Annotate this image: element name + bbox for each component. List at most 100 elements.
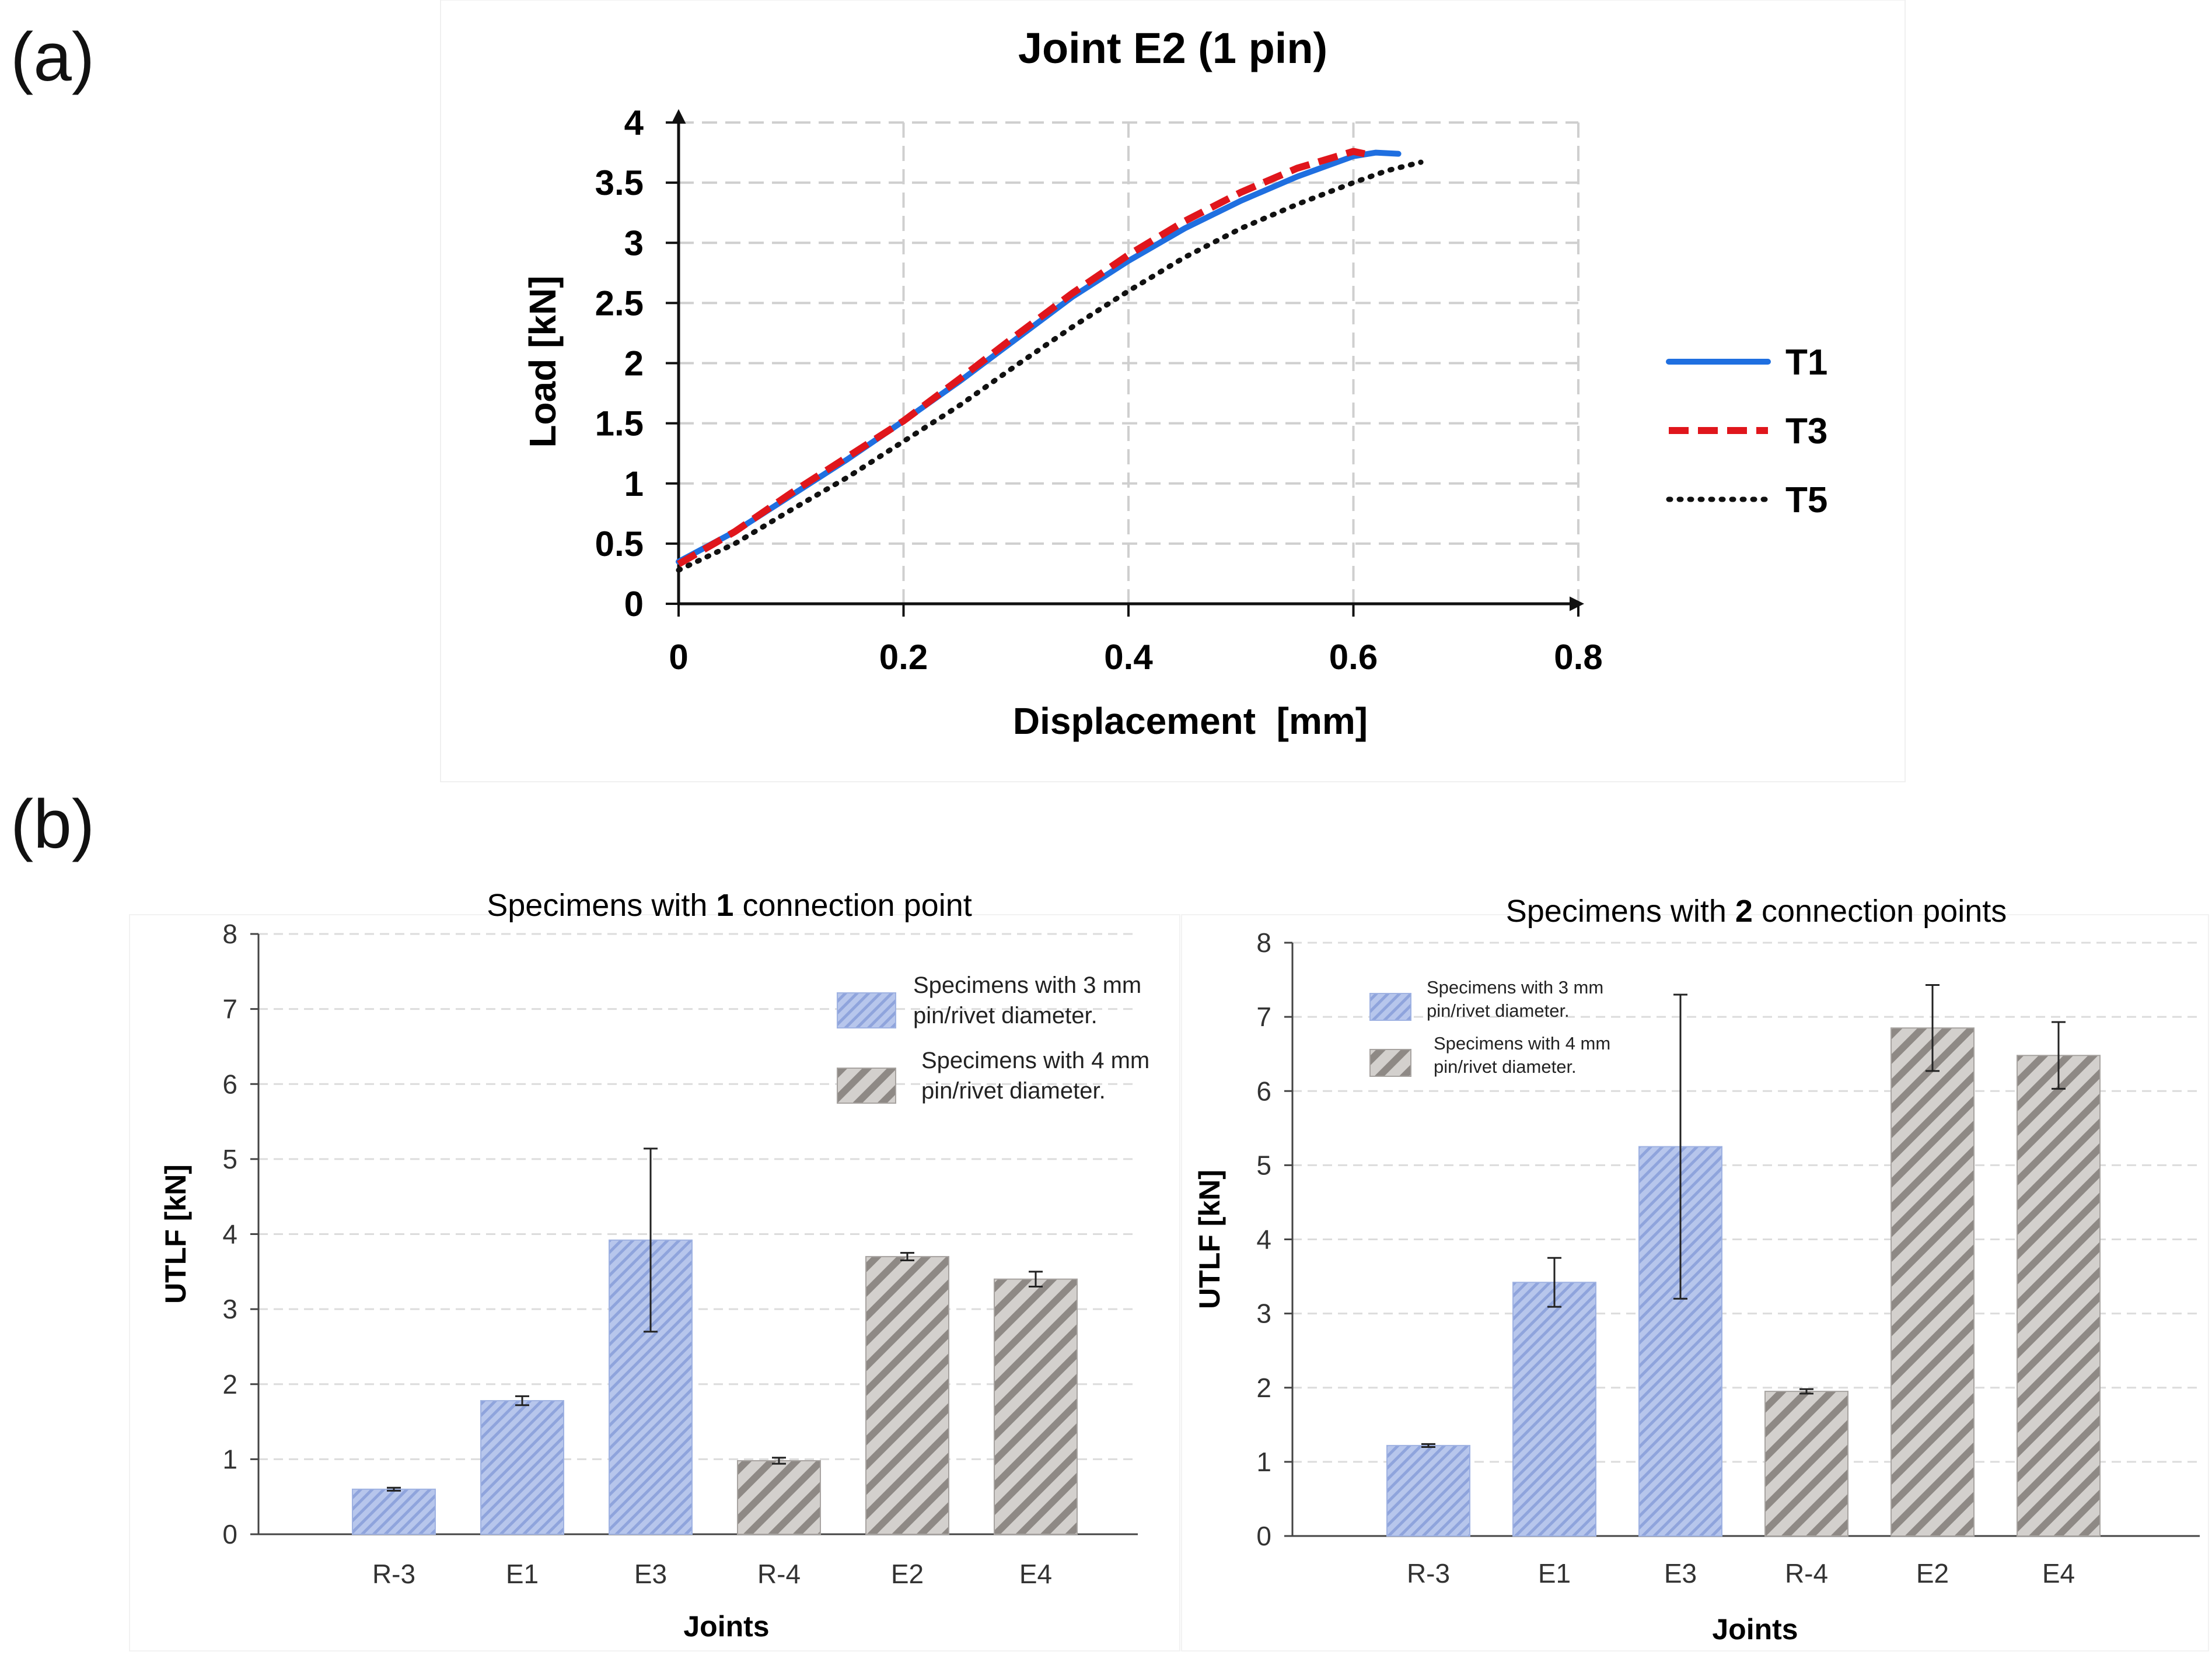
error-bar-e1: [1547, 1257, 1561, 1308]
bar-y-tick-label: 7: [222, 994, 237, 1024]
bar-y-tick-label: 2: [1256, 1373, 1271, 1403]
error-bar-e3: [644, 1147, 658, 1333]
bar-y-tick-label: 0: [222, 1519, 237, 1549]
series-line-t5: [676, 159, 1424, 573]
bar-y-tick-label: 1: [1256, 1447, 1271, 1477]
legend-text-line2: pin/rivet diameter.: [1434, 1056, 1577, 1077]
chart-a-title: Joint E2 (1 pin): [1018, 24, 1327, 72]
panel-b-right-frame: [1181, 914, 2209, 1651]
utlf-2-connection-chart: Specimens with 2 connection points 0 1 2 3 4 5…: [1193, 894, 2200, 1646]
series-line-t3: [677, 148, 1366, 568]
bar-x-tick-label: E3: [634, 1559, 667, 1589]
bar-chart-title: Specimens with 2 connection points: [1506, 894, 2007, 929]
bar-y-tick-label: 2: [222, 1369, 237, 1399]
legend-label-t3: T3: [1785, 411, 1827, 452]
chart-a-y-tick-label: 3: [624, 223, 644, 263]
legend-text-line1: Specimens with 3 mm: [1427, 977, 1603, 998]
chart-a-y-tick-label: 1: [624, 464, 644, 503]
chart-a-x-tick-label: 0.6: [1329, 638, 1378, 677]
title-pre: Specimens with: [1506, 894, 1735, 929]
bar-e1: [480, 1400, 564, 1535]
chart-a-x-tick-label: 0.2: [879, 638, 928, 677]
bar-y-tick-label: 8: [222, 919, 237, 949]
chart-a-y-tick-labels: 0 0.5 1 1.5 2 2.5 3 3.5 4: [595, 103, 644, 624]
chart-a-axes: [666, 109, 1584, 617]
chart-a-x-axis-label: Displacement [mm]: [1013, 700, 1368, 742]
chart-a-series-lines: [676, 148, 1424, 573]
panel-a-frame: [440, 0, 1906, 782]
bar-x-tick-label: E4: [1019, 1559, 1052, 1589]
bar-y-tick-label: 4: [1256, 1224, 1271, 1255]
bar-y-axis-label: UTLF [kN]: [1193, 1170, 1226, 1309]
error-bar-e2: [900, 1252, 914, 1262]
load-displacement-chart: Joint E2 (1 pin) 00.511.522.533.54 0 0.2 0…: [522, 24, 1827, 742]
legend-label-t1: T1: [1785, 342, 1827, 383]
bar-x-tick-label: E1: [506, 1559, 539, 1589]
bar-x-tick-label: E3: [1664, 1558, 1697, 1588]
chart-a-y-tick-label: 3.5: [595, 163, 644, 202]
bar-x-tick-label: E1: [1538, 1558, 1571, 1588]
chart-a-grid: [679, 121, 1579, 604]
chart-a-legend: T1 T3 T5: [1666, 342, 1827, 520]
legend-text-line1: Specimens with 4 mm: [1434, 1033, 1610, 1054]
error-bar-e1: [515, 1395, 529, 1406]
bar-e4: [994, 1278, 1078, 1535]
error-bar-e4: [1029, 1271, 1043, 1288]
bar-x-tick-label: R-4: [1785, 1558, 1828, 1588]
bar-x-tick-label: E2: [1916, 1558, 1949, 1588]
chart-a-y-tick-label: 0: [624, 585, 644, 624]
panel-label-a: (a): [11, 19, 95, 96]
legend-text-line2: pin/rivet diameter.: [921, 1078, 1106, 1104]
bar-y-tick-label: 0: [1256, 1521, 1271, 1551]
title-bold-count: 2: [1735, 894, 1753, 929]
bar-r-3: [1386, 1444, 1470, 1537]
legend-text-line2: pin/rivet diameter.: [913, 1003, 1098, 1028]
error-bar-e2: [1926, 984, 1940, 1072]
chart-a-x-tick-label: 0.4: [1104, 638, 1153, 677]
bar-y-tick-label: 6: [222, 1069, 237, 1099]
legend-swatch-3mm: [1369, 993, 1411, 1021]
bar-y-tick-label: 1: [222, 1444, 237, 1474]
chart-a-x-tick-labels: 0 0.2 0.4 0.6 0.8: [669, 638, 1602, 677]
panel-label-b: (b): [11, 786, 95, 863]
bar-x-axis-label: Joints: [1712, 1613, 1798, 1646]
title-post: connection points: [1753, 894, 2007, 929]
bar-x-tick-label: R-3: [372, 1559, 415, 1589]
bar-y-tick-label: 8: [1256, 928, 1271, 958]
bar-r-3: [352, 1488, 436, 1535]
bar-e1: [1512, 1282, 1596, 1537]
chart-a-y-tick-label: 1.5: [595, 404, 644, 443]
bar-r-4: [737, 1460, 821, 1535]
legend-swatch-4mm: [837, 1068, 896, 1104]
error-bar-e3: [1673, 993, 1687, 1300]
chart-a-y-tick-label: 2.5: [595, 284, 644, 323]
bar-x-tick-label: E4: [2042, 1558, 2075, 1588]
error-bar-e4: [2052, 1021, 2066, 1090]
legend-swatch-3mm: [837, 992, 896, 1028]
bar-e2: [1890, 1027, 1975, 1537]
bar-y-tick-label: 3: [222, 1294, 237, 1324]
error-bar-r-4: [1799, 1388, 1813, 1395]
bar-r-4: [1764, 1391, 1848, 1537]
legend-text-line2: pin/rivet diameter.: [1427, 1000, 1570, 1021]
bar-x-axis-label: Joints: [683, 1610, 769, 1643]
bar-x-tick-label: R-4: [757, 1559, 801, 1589]
bar-y-tick-label: 5: [222, 1144, 237, 1174]
legend-swatch-4mm: [1369, 1049, 1411, 1077]
bar-e2: [865, 1256, 949, 1535]
bar-y-axis-label: UTLF [kN]: [159, 1164, 192, 1304]
bar-y-tick-label: 7: [1256, 1002, 1271, 1032]
bar-y-tick-label: 6: [1256, 1076, 1271, 1106]
panel-b-left-frame: [129, 914, 1180, 1651]
chart-a-x-tick-label: 0: [669, 638, 688, 677]
title-post: connection point: [733, 888, 972, 923]
chart-a-x-tick-label: 0.8: [1554, 638, 1602, 677]
bar-y-tick-label: 5: [1256, 1150, 1271, 1180]
chart-a-y-tick-label: 4: [624, 103, 644, 142]
bar-x-tick-label: E2: [891, 1559, 924, 1589]
bar-y-tick-label: 4: [222, 1219, 237, 1250]
error-bar-r-3: [387, 1486, 401, 1492]
error-bar-r-3: [1421, 1443, 1435, 1448]
bar-chart-title: Specimens with 1 connection point: [487, 888, 972, 923]
